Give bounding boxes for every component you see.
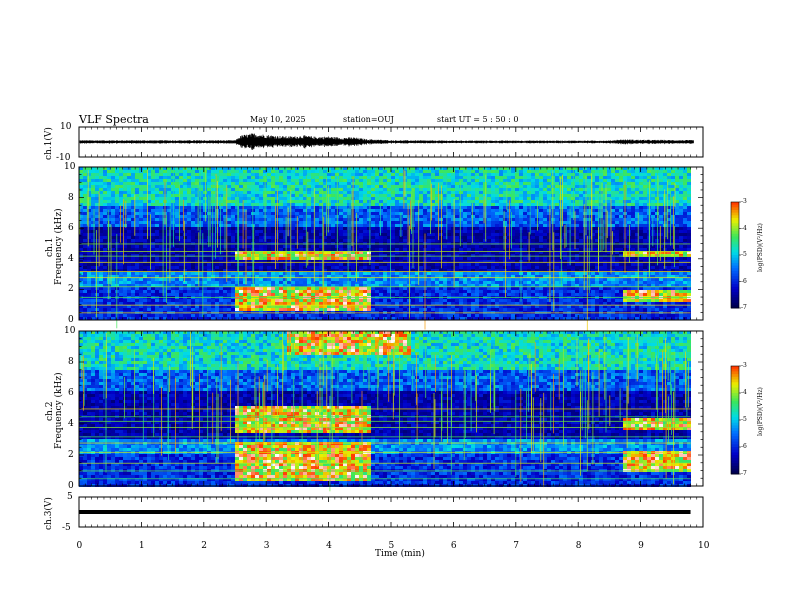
ch2-spectrogram-ytick-label: 8 [68, 357, 74, 367]
ch1-spectrogram-ytick-label: 0 [68, 315, 74, 325]
x-tick-label: 5 [388, 541, 395, 551]
ch1-ytick-label: 10 [60, 122, 72, 132]
ch2-spectrogram-ytick-label: 2 [68, 450, 74, 460]
ch1-ytick-label: -10 [56, 153, 71, 163]
ch1-spectrogram-colorbar-tick-label: -4 [741, 224, 747, 232]
ch1-spectrogram-ytick-label: 4 [68, 253, 74, 264]
ch1-spectrogram-ytick-label: 8 [68, 192, 74, 203]
ch2-spectrogram-colorbar-tick-label: -4 [741, 389, 747, 396]
ch2-spectrogram-image [79, 331, 691, 492]
ch2-spectrogram-ytick-label: 6 [68, 388, 74, 398]
x-tick-label: 3 [263, 541, 270, 551]
x-tick-label: 1 [138, 541, 145, 551]
ch1-spectrogram-colorbar [730, 201, 741, 309]
ch2-spectrogram-ylabel-frequency: Frequency (kHz) [54, 372, 64, 449]
ch2-spectrogram-colorbar-tick-label: -5 [741, 416, 747, 423]
ch2-spectrogram-ytick-label: 10 [64, 326, 76, 336]
x-tick-label: 6 [450, 541, 457, 551]
ch1-spectrogram-ytick-label: 6 [68, 223, 74, 234]
ch1-spectrogram-colorbar-tick-label: -7 [741, 304, 747, 311]
x-tick-label: 0 [76, 541, 83, 551]
ch2-spectrogram-colorbar-tick-label: -3 [741, 362, 747, 369]
ch1-spectrogram-colorbar-label: log(PSD)(V²/Hz) [757, 223, 764, 272]
ch1-waveform-trace [79, 133, 694, 150]
ch1-waveform-ylabel: ch.1(V) [44, 127, 54, 160]
x-tick-label: 10 [698, 541, 710, 551]
x-tick-label: 8 [575, 541, 582, 551]
ch3-waveform-ylabel: ch.3(V) [44, 497, 54, 530]
ch3-ytick-label: 5 [67, 492, 73, 502]
ch1-spectrogram-colorbar-tick-label: -3 [741, 198, 747, 205]
ch1-spectrogram-colorbar-tick-label: -6 [741, 277, 747, 285]
ch2-spectrogram-colorbar-tick-label: -6 [741, 443, 747, 450]
ch1-spectrogram-image [79, 167, 691, 335]
x-tick-label: 9 [638, 541, 644, 551]
ch2-spectrogram-colorbar-label: log(PSD)(V²/Hz) [757, 387, 764, 436]
ch1-spectrogram-ylabel-frequency: Frequency (kHz) [54, 208, 64, 285]
ch2-spectrogram-ytick-label: 4 [68, 419, 74, 429]
x-tick-label: 4 [326, 541, 332, 551]
chart-title: VLF Spectra [79, 113, 149, 126]
date-label: May 10, 2025 [250, 115, 306, 124]
ch2-spectrogram-ytick-label: 0 [68, 481, 74, 491]
start-time-label: start UT = 5 : 50 : 0 [437, 115, 519, 124]
ch1-spectrogram-ytick-label: 2 [68, 284, 74, 295]
x-axis-label: Time (min) [375, 549, 425, 559]
x-tick-label: 7 [513, 541, 520, 551]
ch1-spectrogram-colorbar-tick-label: -5 [741, 251, 747, 258]
x-tick-label: 2 [201, 541, 208, 551]
ch2-spectrogram-colorbar [730, 365, 741, 475]
station-label: station=OUJ [343, 115, 394, 124]
ch3-ytick-label: -5 [62, 523, 71, 533]
ch2-spectrogram-colorbar-tick-label: -7 [741, 470, 747, 477]
ch1-spectrogram-ytick-label: 10 [64, 162, 76, 172]
